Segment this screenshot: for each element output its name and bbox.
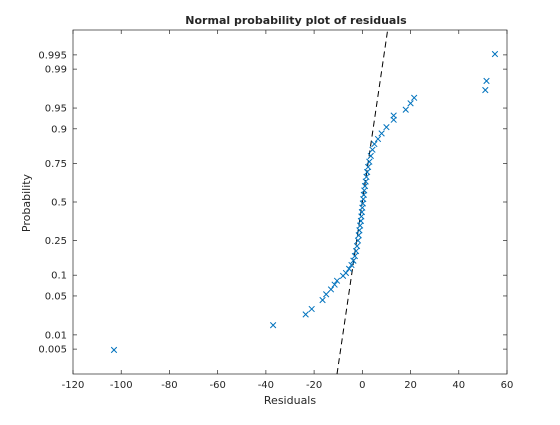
- x-axis-label: Residuals: [264, 394, 316, 407]
- data-point: [352, 247, 360, 255]
- data-point: [308, 305, 315, 313]
- data-point: [350, 257, 357, 264]
- data-point: [269, 322, 277, 329]
- x-tick-label: 20: [404, 380, 417, 391]
- y-tick-label: 0.95: [45, 104, 67, 115]
- data-point: [110, 346, 118, 354]
- data-point: [366, 158, 373, 165]
- x-tick-label: -80: [161, 380, 177, 391]
- data-point: [482, 86, 489, 94]
- y-tick-label: 0.05: [45, 291, 67, 302]
- data-point: [402, 106, 409, 113]
- x-tick-label: -60: [209, 380, 225, 391]
- y-tick-label: 0.01: [45, 330, 67, 341]
- data-point: [348, 261, 355, 269]
- data-point: [354, 237, 362, 244]
- data-point: [327, 286, 335, 293]
- data-point: [323, 291, 330, 298]
- x-tick-label: 0: [359, 380, 365, 391]
- data-point: [411, 94, 418, 101]
- data-point: [364, 168, 371, 176]
- x-tick-label: -120: [62, 380, 85, 391]
- y-tick-label: 0.5: [51, 198, 67, 209]
- data-point: [483, 77, 490, 85]
- x-tick-label: -100: [110, 380, 133, 391]
- data-point: [342, 269, 350, 277]
- data-point: [367, 152, 374, 160]
- x-tick-label: -20: [306, 380, 322, 391]
- data-point: [345, 265, 353, 272]
- y-tick-label: 0.99: [45, 65, 67, 76]
- y-tick-label: 0.25: [45, 236, 67, 247]
- y-tick-label: 0.995: [38, 50, 67, 61]
- data-point: [302, 311, 309, 318]
- data-point: [333, 277, 341, 284]
- data-point: [378, 130, 385, 137]
- reference-line: [336, 29, 389, 375]
- data-point: [491, 50, 499, 58]
- y-tick-label: 0.9: [51, 124, 67, 135]
- y-tick-label: 0.75: [45, 159, 67, 170]
- chart-title: Normal probability plot of residuals: [185, 14, 407, 27]
- data-point: [351, 252, 359, 260]
- x-tick-label: 40: [452, 380, 465, 391]
- x-tick-label: 60: [501, 380, 514, 391]
- data-point: [374, 135, 382, 143]
- y-tick-label: 0.1: [51, 271, 67, 282]
- x-tick-label: -40: [258, 380, 274, 391]
- data-point: [355, 232, 362, 239]
- data-point: [390, 112, 397, 119]
- data-point: [319, 296, 326, 304]
- data-point: [383, 123, 390, 131]
- data-point: [371, 140, 378, 148]
- data-point: [364, 163, 372, 171]
- plot-area: -120 -100 -80 -60 -40 -20 0 20 40 60 0.005 0.01 0.05…: [38, 29, 514, 391]
- data-point: [331, 281, 338, 288]
- data-point: [369, 146, 376, 153]
- data-point: [353, 242, 361, 250]
- data-point: [407, 100, 414, 107]
- y-tick-label: 0.005: [38, 345, 67, 356]
- y-axis-label: Probability: [20, 173, 33, 232]
